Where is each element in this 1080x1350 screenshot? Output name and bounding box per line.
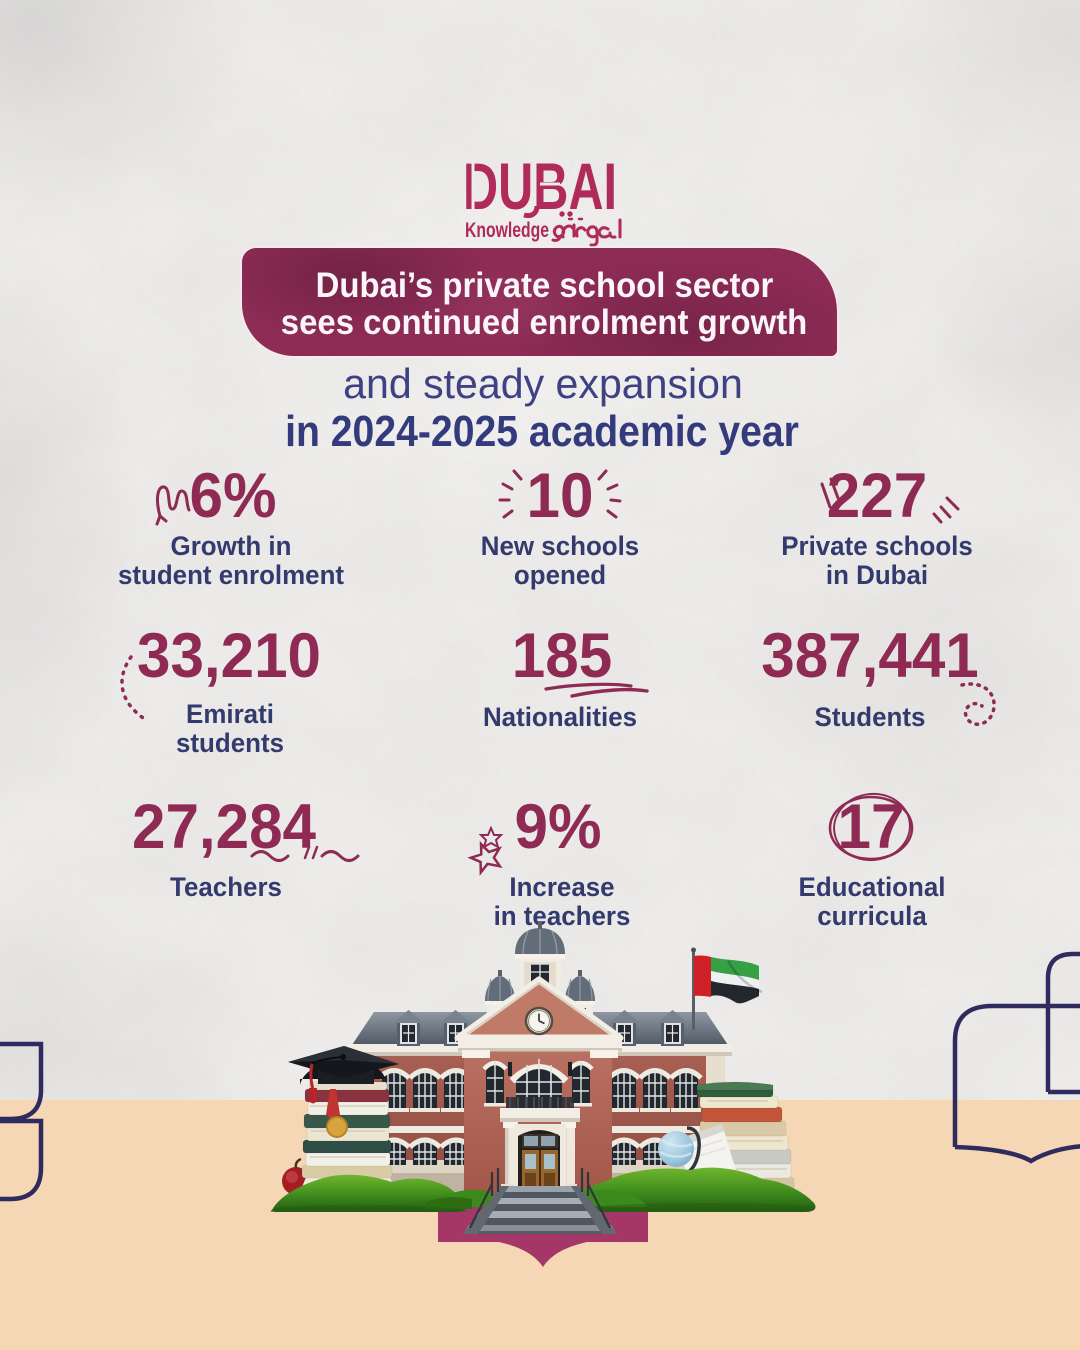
svg-text:Knowledge: Knowledge [465, 218, 549, 242]
svg-text:DUBAI: DUBAI [463, 149, 617, 223]
